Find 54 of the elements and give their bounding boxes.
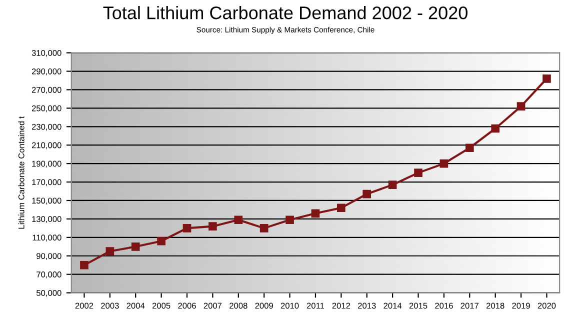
- x-tick-label: 2005: [152, 302, 170, 309]
- point: [106, 247, 114, 256]
- x-tick-label: 2009: [255, 302, 273, 309]
- point: [491, 124, 500, 133]
- y-tick-label: 290,000: [32, 68, 62, 76]
- point: [440, 159, 448, 168]
- x-tick-label: 2011: [306, 302, 324, 309]
- y-axis-title: Lithium Carbonate Contained t: [18, 116, 24, 229]
- y-tick-label: 310,000: [32, 50, 62, 57]
- point: [311, 209, 320, 218]
- y-tick-label: 270,000: [32, 86, 62, 94]
- y-tick-label: 250,000: [32, 105, 62, 112]
- point: [208, 222, 217, 231]
- point: [465, 144, 474, 152]
- y-tick-label: 150,000: [32, 198, 62, 205]
- x-tick-label: 2012: [332, 302, 350, 309]
- x-tick-label: 2008: [230, 302, 248, 309]
- point: [337, 204, 346, 212]
- y-tick-label: 70,000: [36, 272, 62, 278]
- x-tick-label: 2014: [384, 302, 402, 309]
- point: [516, 102, 526, 111]
- x-tick-label: 2003: [101, 302, 119, 309]
- point: [80, 260, 88, 270]
- y-tick-label: 50,000: [36, 290, 62, 297]
- y-tick-label: 170,000: [32, 179, 62, 186]
- point: [234, 216, 243, 224]
- x-tick-label: 2004: [126, 302, 145, 309]
- x-tick-label: 2017: [460, 302, 478, 309]
- y-tick-label: 90,000: [36, 253, 62, 260]
- point: [131, 242, 140, 251]
- point: [182, 224, 192, 232]
- y-tick-label: 110,000: [32, 234, 62, 242]
- x-tick-label: 2006: [178, 302, 196, 309]
- point: [362, 190, 372, 198]
- x-tick-label: 2013: [358, 302, 376, 309]
- point: [157, 236, 166, 246]
- y-tick-label: 190,000: [32, 160, 62, 168]
- y-tick-label: 210,000: [32, 142, 62, 150]
- y-tick-label: 230,000: [32, 124, 62, 131]
- point: [286, 216, 294, 224]
- x-tick-label: 2016: [435, 302, 453, 309]
- x-tick-label: 2020: [538, 302, 556, 309]
- chart-title: Total Lithium Carbonate Demand 2002 - 2020: [103, 6, 468, 20]
- point: [542, 74, 551, 83]
- x-tick-label: 2010: [280, 302, 299, 309]
- point: [414, 168, 422, 177]
- point: [260, 224, 268, 232]
- x-tick-label: 2007: [204, 302, 222, 309]
- x-tick-label: 2019: [512, 302, 530, 309]
- point: [388, 180, 397, 189]
- x-tick-label: 2002: [75, 302, 94, 309]
- y-tick-label: 130,000: [32, 216, 62, 224]
- x-tick-label: 2018: [486, 302, 504, 309]
- x-tick-label: 2015: [409, 302, 428, 309]
